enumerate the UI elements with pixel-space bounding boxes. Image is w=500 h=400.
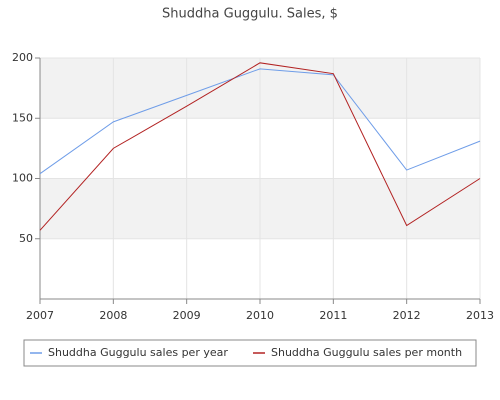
x-tick-label: 2013: [466, 309, 494, 322]
y-tick-label: 50: [19, 232, 33, 245]
legend-label: Shuddha Guggulu sales per year: [48, 346, 228, 359]
x-tick-label: 2011: [319, 309, 347, 322]
chart-title: Shuddha Guggulu. Sales, $: [162, 7, 338, 22]
y-tick-label: 100: [12, 172, 33, 185]
x-tick-label: 2008: [99, 309, 127, 322]
y-tick-label: 150: [12, 111, 33, 124]
y-tick-label: 200: [12, 51, 33, 64]
legend-box: [23, 339, 477, 367]
x-tick-label: 2012: [393, 309, 421, 322]
x-tick-label: 2009: [173, 309, 201, 322]
x-tick-label: 2007: [26, 309, 54, 322]
series-line: [39, 62, 481, 231]
x-tick-label: 2010: [246, 309, 274, 322]
series-line: [39, 68, 481, 175]
legend-label: Shuddha Guggulu sales per month: [271, 346, 462, 359]
